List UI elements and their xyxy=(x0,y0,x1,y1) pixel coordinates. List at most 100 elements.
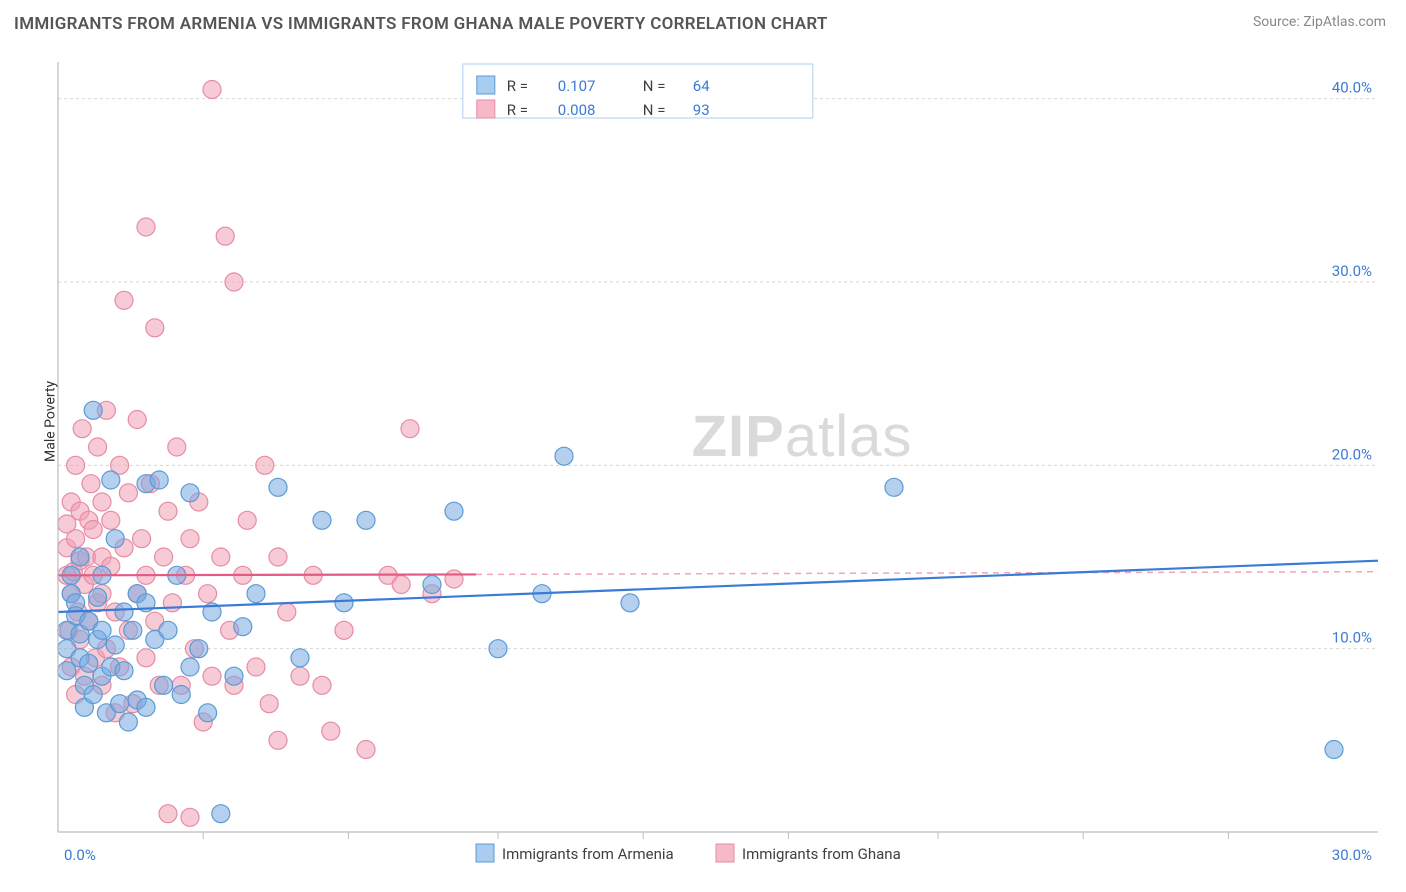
legend-n-label: N = xyxy=(643,77,666,95)
legend-n-label: N = xyxy=(643,101,666,119)
point-armenia xyxy=(199,704,217,722)
point-armenia xyxy=(137,698,155,716)
point-armenia xyxy=(445,502,463,520)
legend-r-label: R = xyxy=(507,77,528,95)
point-ghana xyxy=(238,511,256,529)
point-ghana xyxy=(322,722,340,740)
point-armenia xyxy=(93,621,111,639)
point-armenia xyxy=(181,484,199,502)
point-ghana xyxy=(155,548,173,566)
legend-series-label: Immigrants from Ghana xyxy=(742,845,901,863)
point-armenia xyxy=(111,695,129,713)
point-armenia xyxy=(159,621,177,639)
point-armenia xyxy=(291,649,309,667)
legend-series-label: Immigrants from Armenia xyxy=(502,845,674,863)
point-ghana xyxy=(137,218,155,236)
watermark: ZIPatlas xyxy=(692,404,913,469)
point-armenia xyxy=(181,658,199,676)
point-ghana xyxy=(269,731,287,749)
point-armenia xyxy=(89,588,107,606)
point-armenia xyxy=(225,667,243,685)
point-ghana xyxy=(203,667,221,685)
point-ghana xyxy=(115,291,133,309)
point-ghana xyxy=(159,805,177,823)
point-armenia xyxy=(1325,741,1343,759)
legend-swatch-blue xyxy=(477,76,495,94)
point-ghana xyxy=(212,548,230,566)
scatter-chart: 10.0% 20.0% 30.0% 40.0% ZIPatlas 0.0% 30.0% R =… xyxy=(38,54,1388,884)
point-ghana xyxy=(168,438,186,456)
point-ghana xyxy=(82,475,100,493)
point-armenia xyxy=(190,640,208,658)
legend-r-value: 0.008 xyxy=(558,101,596,119)
legend-r-value: 0.107 xyxy=(558,77,596,95)
point-armenia xyxy=(423,576,441,594)
point-armenia xyxy=(234,618,252,636)
point-ghana xyxy=(278,603,296,621)
point-ghana xyxy=(67,530,85,548)
point-armenia xyxy=(84,401,102,419)
point-armenia xyxy=(115,603,133,621)
y-tick-label: 20.0% xyxy=(1332,445,1372,463)
point-ghana xyxy=(401,420,419,438)
point-ghana xyxy=(392,576,410,594)
point-armenia xyxy=(150,471,168,489)
point-armenia xyxy=(84,686,102,704)
y-tick-label: 30.0% xyxy=(1332,262,1372,280)
point-ghana xyxy=(102,511,120,529)
y-tick-label: 40.0% xyxy=(1332,79,1372,97)
legend-swatch-blue xyxy=(476,844,494,862)
point-armenia xyxy=(119,713,137,731)
point-armenia xyxy=(71,548,89,566)
y-axis-label: Male Poverty xyxy=(43,381,59,462)
point-ghana xyxy=(313,676,331,694)
point-armenia xyxy=(313,511,331,529)
point-ghana xyxy=(203,81,221,99)
point-ghana xyxy=(84,521,102,539)
point-ghana xyxy=(357,741,375,759)
point-armenia xyxy=(155,676,173,694)
point-ghana xyxy=(93,493,111,511)
point-armenia xyxy=(269,478,287,496)
point-armenia xyxy=(102,471,120,489)
point-ghana xyxy=(89,438,107,456)
point-ghana xyxy=(247,658,265,676)
point-ghana xyxy=(73,420,91,438)
point-ghana xyxy=(256,456,274,474)
point-armenia xyxy=(357,511,375,529)
point-ghana xyxy=(128,411,146,429)
x-tick-label: 0.0% xyxy=(64,846,96,864)
legend-n-value: 93 xyxy=(693,101,710,119)
trendline-ghana xyxy=(58,574,476,575)
point-ghana xyxy=(67,456,85,474)
legend-swatch-pink xyxy=(477,100,495,118)
point-ghana xyxy=(159,502,177,520)
point-ghana xyxy=(260,695,278,713)
chart-container: Male Poverty 10.0% 20.0% 30.0% 40.0% ZIPatla… xyxy=(38,54,1388,854)
point-ghana xyxy=(146,319,164,337)
point-armenia xyxy=(115,662,133,680)
point-armenia xyxy=(621,594,639,612)
point-ghana xyxy=(181,530,199,548)
point-ghana xyxy=(137,649,155,667)
trendline-ghana-extrapolated xyxy=(476,572,1378,575)
x-tick-label: 30.0% xyxy=(1332,846,1372,864)
y-tick-label: 10.0% xyxy=(1332,629,1372,647)
point-armenia xyxy=(124,621,142,639)
point-armenia xyxy=(106,530,124,548)
point-armenia xyxy=(247,585,265,603)
legend-swatch-pink xyxy=(716,844,734,862)
point-ghana xyxy=(445,570,463,588)
point-ghana xyxy=(133,530,151,548)
point-armenia xyxy=(335,594,353,612)
point-armenia xyxy=(212,805,230,823)
point-ghana xyxy=(181,808,199,826)
source-label: Source: ZipAtlas.com xyxy=(1253,14,1386,30)
point-ghana xyxy=(225,273,243,291)
point-armenia xyxy=(489,640,507,658)
point-ghana xyxy=(216,227,234,245)
point-ghana xyxy=(163,594,181,612)
point-armenia xyxy=(106,636,124,654)
point-armenia xyxy=(885,478,903,496)
chart-title: IMMIGRANTS FROM ARMENIA VS IMMIGRANTS FR… xyxy=(14,14,828,34)
